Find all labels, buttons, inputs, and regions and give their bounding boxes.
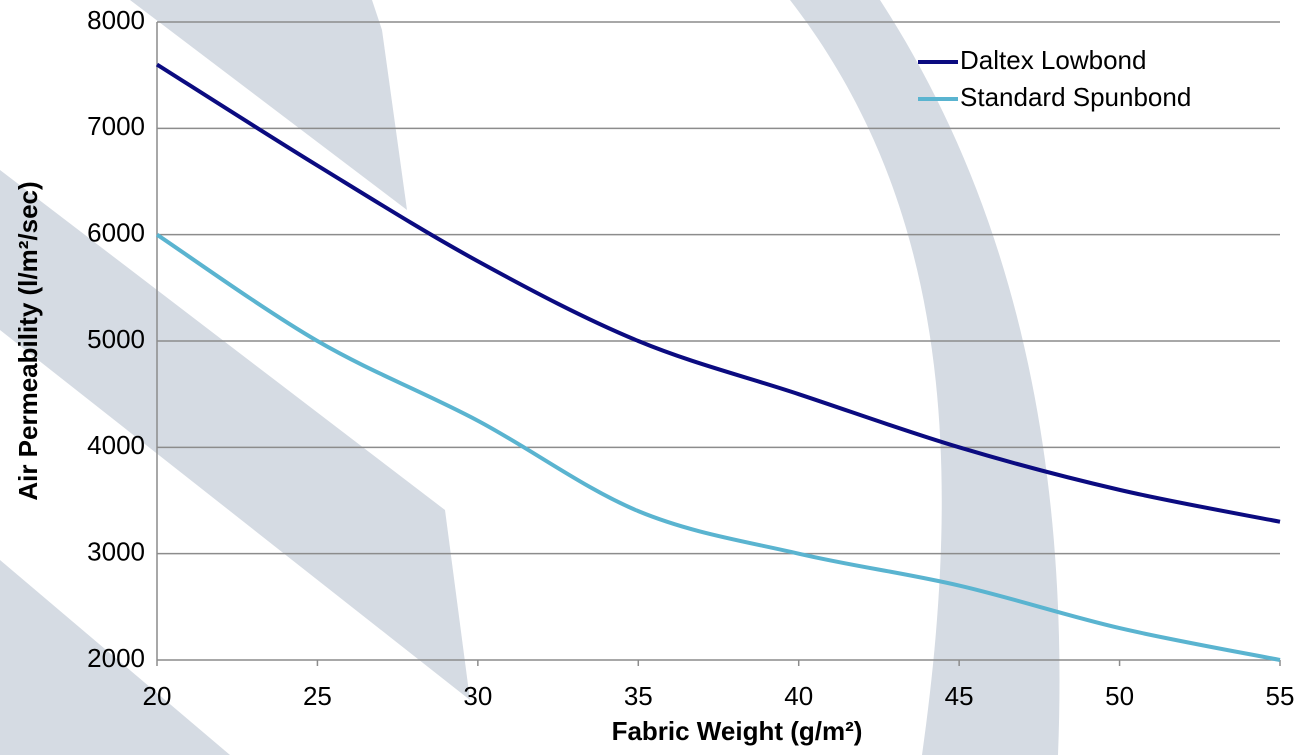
background-shape [130,0,407,210]
y-tick-label: 3000 [87,537,145,567]
y-tick-label: 8000 [87,5,145,35]
y-tick-label: 4000 [87,430,145,460]
x-tick-label: 25 [303,681,332,711]
x-axis-title: Fabric Weight (g/m²) [612,716,863,746]
legend-label: Daltex Lowbond [960,45,1146,75]
x-tick-label: 55 [1266,681,1295,711]
x-tick-label: 50 [1105,681,1134,711]
y-tick-label: 5000 [87,324,145,354]
chart: Fabric Weight (g/m²) Air Permeability (l… [0,0,1306,755]
x-tick-label: 45 [945,681,974,711]
x-tick-label: 40 [784,681,813,711]
x-tick-label: 30 [463,681,492,711]
y-tick-label: 6000 [87,218,145,248]
y-tick-label: 7000 [87,111,145,141]
x-tick-label: 20 [143,681,172,711]
background-shape [790,0,1060,755]
legend-label: Standard Spunbond [960,82,1191,112]
background-decoration [0,0,1060,755]
y-tick-label: 2000 [87,643,145,673]
x-tick-label: 35 [624,681,653,711]
y-axis-title: Air Permeability (l/m²/sec) [13,181,43,500]
